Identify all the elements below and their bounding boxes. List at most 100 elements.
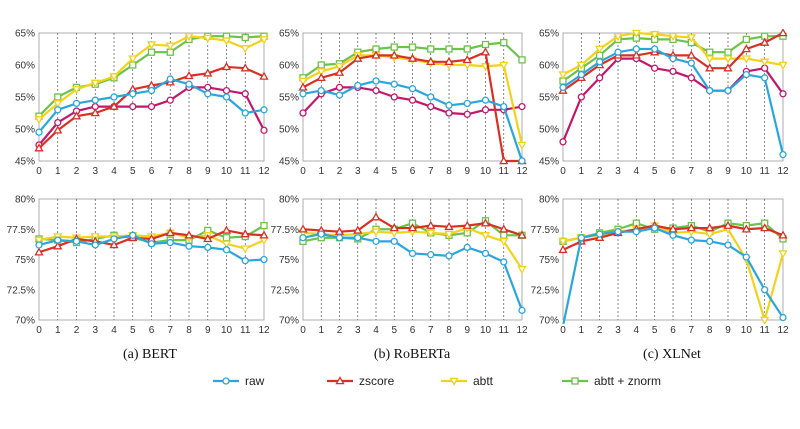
data-point [109, 240, 119, 249]
data-point [427, 45, 435, 53]
x-tick-label: 4 [634, 325, 640, 336]
data-point [760, 37, 770, 46]
data-point [706, 237, 714, 246]
data-point [761, 74, 769, 82]
data-point [444, 230, 454, 240]
data-point [596, 230, 604, 238]
x-tick-label: 8 [186, 325, 192, 336]
legend-marker [222, 377, 230, 385]
x-tick-label: 12 [777, 325, 789, 336]
y-tick-label: 45% [279, 157, 299, 168]
chart-panel-3: 45%50%55%60%65%0 1 2 3 4 5 6 7 8 9 10 11 12 [539, 29, 789, 178]
data-point [481, 106, 490, 114]
data-point [705, 223, 715, 232]
legend-marker [571, 377, 579, 385]
y-tick-label: 65% [539, 29, 559, 40]
data-point [260, 126, 268, 134]
data-point [558, 238, 568, 247]
x-tick-label: 9 [205, 325, 211, 336]
data-point [706, 86, 714, 95]
x-tick-label: 5 [652, 325, 658, 336]
data-point [221, 37, 232, 46]
data-point [241, 33, 249, 42]
data-point [779, 150, 787, 159]
x-tick-label: 1 [55, 325, 61, 336]
y-tick-label: 50% [539, 125, 559, 136]
legend-label: abtt + znorm [594, 374, 661, 388]
data-point [147, 240, 156, 248]
data-point [613, 32, 623, 42]
x-tick-label: 7 [428, 166, 434, 177]
data-point [241, 257, 249, 265]
data-point [129, 90, 137, 98]
data-point [596, 74, 604, 82]
data-point [651, 224, 659, 232]
data-point [462, 220, 472, 229]
x-tick-label: 0 [560, 325, 566, 336]
x-tick-label: 2 [337, 325, 343, 336]
panel-caption: (b) RoBERTa [374, 347, 451, 362]
y-tick-label: 75% [15, 255, 35, 266]
data-point [577, 93, 585, 101]
data-point [499, 238, 509, 247]
data-point [760, 316, 770, 324]
data-point [687, 74, 695, 82]
data-point [463, 243, 471, 252]
x-tick-label: 5 [130, 325, 136, 336]
data-point [705, 63, 715, 72]
y-tick-label: 80% [279, 195, 299, 206]
series-raw [299, 77, 526, 165]
data-point [559, 138, 567, 146]
data-point [166, 75, 174, 83]
data-point [109, 101, 119, 110]
x-tick-label: 6 [410, 325, 416, 336]
x-tick-label: 12 [777, 166, 789, 177]
x-tick-label: 4 [111, 325, 117, 336]
data-point [499, 224, 509, 233]
x-tick-label: 3 [92, 166, 98, 177]
data-point [686, 223, 696, 232]
x-tick-label: 10 [480, 166, 492, 177]
data-point [204, 90, 212, 98]
data-point [316, 68, 326, 77]
x-tick-label: 7 [167, 325, 173, 336]
legend-item-raw: raw [213, 374, 265, 388]
data-point [480, 47, 491, 56]
data-point [353, 53, 363, 62]
data-point [35, 241, 43, 249]
data-point [407, 53, 418, 62]
y-tick-label: 60% [539, 61, 559, 72]
data-point [34, 236, 44, 246]
data-point [741, 55, 751, 64]
data-point [742, 70, 750, 79]
data-point [462, 54, 472, 64]
data-point [760, 223, 770, 232]
data-point [480, 218, 491, 227]
data-point [165, 227, 175, 237]
data-point [165, 42, 175, 51]
series-raw [562, 224, 787, 324]
data-point [241, 90, 249, 98]
data-point [462, 61, 472, 70]
data-point [779, 313, 787, 322]
x-tick-label: 7 [167, 166, 173, 177]
data-point [240, 229, 250, 238]
data-point [651, 64, 659, 72]
x-tick-label: 7 [428, 325, 434, 336]
y-tick-label: 65% [279, 29, 299, 40]
y-tick-label: 55% [279, 93, 299, 104]
y-tick-label: 50% [15, 125, 35, 136]
data-point [299, 234, 307, 242]
data-point [558, 71, 568, 80]
data-point [389, 50, 399, 59]
data-point [203, 234, 213, 243]
data-point [354, 81, 362, 90]
x-tick-label: 1 [318, 166, 324, 177]
data-point [408, 96, 417, 104]
data-point [427, 102, 435, 111]
data-point [334, 63, 345, 72]
data-point [221, 61, 232, 71]
series-abtt [298, 224, 527, 275]
data-point [354, 234, 362, 242]
data-point [669, 67, 677, 76]
